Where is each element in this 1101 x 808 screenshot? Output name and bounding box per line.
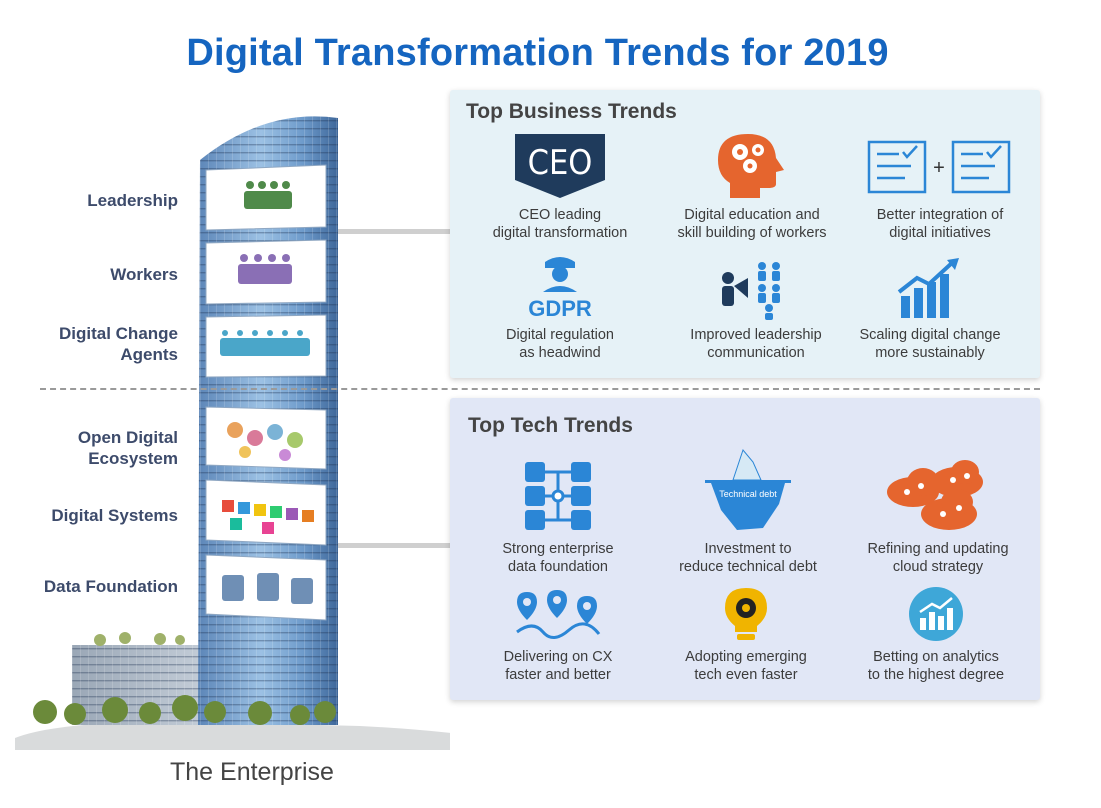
tech-trends-panel: Top Tech Trends Strong enterprise data f… [450,398,1040,700]
trend-text: Improved leadership communication [690,327,822,361]
megaphone-team-icon [656,248,856,320]
trend-text: Scaling digital change more sustainably [859,327,1001,361]
level-label-leadership: Leadership [87,191,178,210]
gdpr-officer-icon: GDPR [460,248,660,320]
database-network-icon [458,454,658,534]
trend-item-ceo-leading: CEO CEO leading digital transformation [460,128,660,242]
analytics-circle-icon [836,586,1036,642]
trend-text: Delivering on CX faster and better [503,649,613,683]
level-label-data-foundation: Data Foundation [43,577,178,596]
level-label-digital-change-agents: Digital Change Agents [58,324,178,364]
trend-item-leadership-communication: Improved leadership communication [656,248,856,362]
ceo-badge-icon: CEO [460,128,660,200]
trend-text: Betting on analytics to the highest degr… [867,649,1005,683]
level-label-workers: Workers [110,265,178,284]
enterprise-tower-illustration [15,116,450,750]
cloud-network-icon [838,454,1038,534]
integration-checklist-icon: + [840,128,1040,200]
trend-text: Digital education and skill building of … [677,207,827,241]
trend-text: Better integration of digital initiative… [876,207,1004,241]
trend-text: CEO leading digital transformation [492,207,628,241]
technical-debt-label: Technical debt [719,489,777,499]
head-gears-icon [652,128,852,200]
page-title: Digital Transformation Trends for 2019 [186,32,889,74]
trend-text: Adopting emerging tech even faster [685,649,807,683]
trend-item-scaling-digital-change: Scaling digital change more sustainably [830,248,1030,362]
business-trends-panel: Top Business Trends CEO CEO leading digi… [450,90,1040,378]
map-pins-route-icon [458,586,658,642]
svg-text:+: + [933,157,945,179]
section-divider [40,388,1040,390]
trend-item-analytics: Betting on analytics to the highest degr… [836,586,1036,684]
business-panel-title: Top Business Trends [466,100,677,123]
trend-text: Investment to reduce technical debt [679,541,817,575]
trend-text: Digital regulation as headwind [505,327,614,361]
level-label-open-digital-ecosystem: Open Digital Ecosystem [77,428,178,468]
trend-item-digital-regulation: GDPR Digital regulation as headwind [460,248,660,362]
level-label-digital-systems: Digital Systems [51,506,178,525]
iceberg-icon: Technical debt [648,438,848,534]
lightbulb-gear-icon [646,586,846,642]
trend-item-cloud-strategy: Refining and updating cloud strategy [838,454,1038,576]
trend-item-emerging-tech: Adopting emerging tech even faster [646,586,846,684]
trend-item-digital-education: Digital education and skill building of … [652,128,852,242]
ceo-badge-text: CEO [528,143,593,183]
gdpr-badge-text: GDPR [528,296,592,320]
trend-item-enterprise-data: Strong enterprise data foundation [458,454,658,576]
tower-caption: The Enterprise [170,758,334,786]
connector-business [338,229,450,234]
trend-text: Refining and updating cloud strategy [867,541,1009,575]
connector-tech [338,543,450,548]
trend-item-cx-delivery: Delivering on CX faster and better [458,586,658,684]
growth-chart-icon [830,248,1030,320]
trend-item-technical-debt: Technical debt Investment to reduce tech… [648,438,848,576]
tech-panel-title: Top Tech Trends [468,414,633,437]
trend-text: Strong enterprise data foundation [502,541,614,575]
trend-item-better-integration: + Better integration of digital initiati… [840,128,1040,242]
